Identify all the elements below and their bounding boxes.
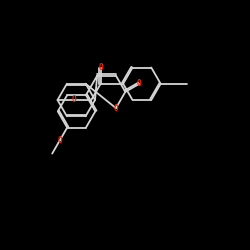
Text: O: O <box>71 96 76 104</box>
Text: O: O <box>114 104 118 112</box>
Text: O: O <box>98 63 103 72</box>
Text: O: O <box>57 136 62 145</box>
Text: O: O <box>137 80 141 88</box>
